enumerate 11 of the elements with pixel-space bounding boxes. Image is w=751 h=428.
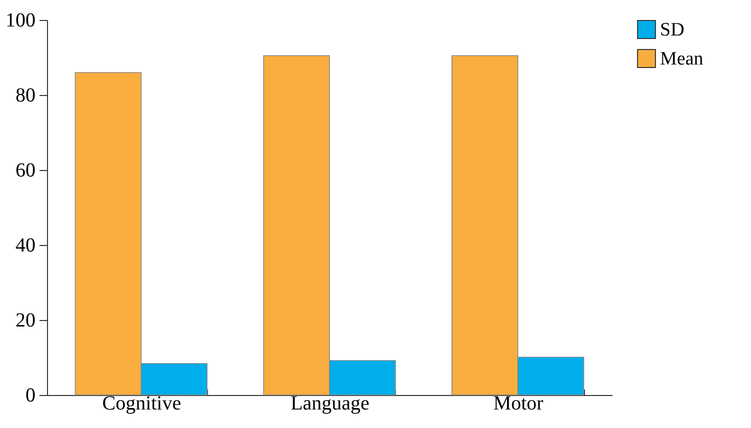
y-tick-label: 40 bbox=[16, 234, 36, 256]
y-tick-label: 100 bbox=[6, 10, 36, 32]
y-tick-label: 60 bbox=[16, 160, 36, 182]
x-tick-label: Motor bbox=[493, 392, 544, 414]
x-tick-label: Cognitive bbox=[102, 392, 182, 414]
legend-label: SD bbox=[660, 20, 684, 40]
legend-label: Mean bbox=[660, 48, 704, 70]
y-tick-label: 0 bbox=[26, 384, 36, 406]
y-tick-label: 20 bbox=[16, 310, 36, 332]
x-tick-label: Language bbox=[290, 392, 370, 414]
y-tick-label: 80 bbox=[16, 84, 36, 106]
